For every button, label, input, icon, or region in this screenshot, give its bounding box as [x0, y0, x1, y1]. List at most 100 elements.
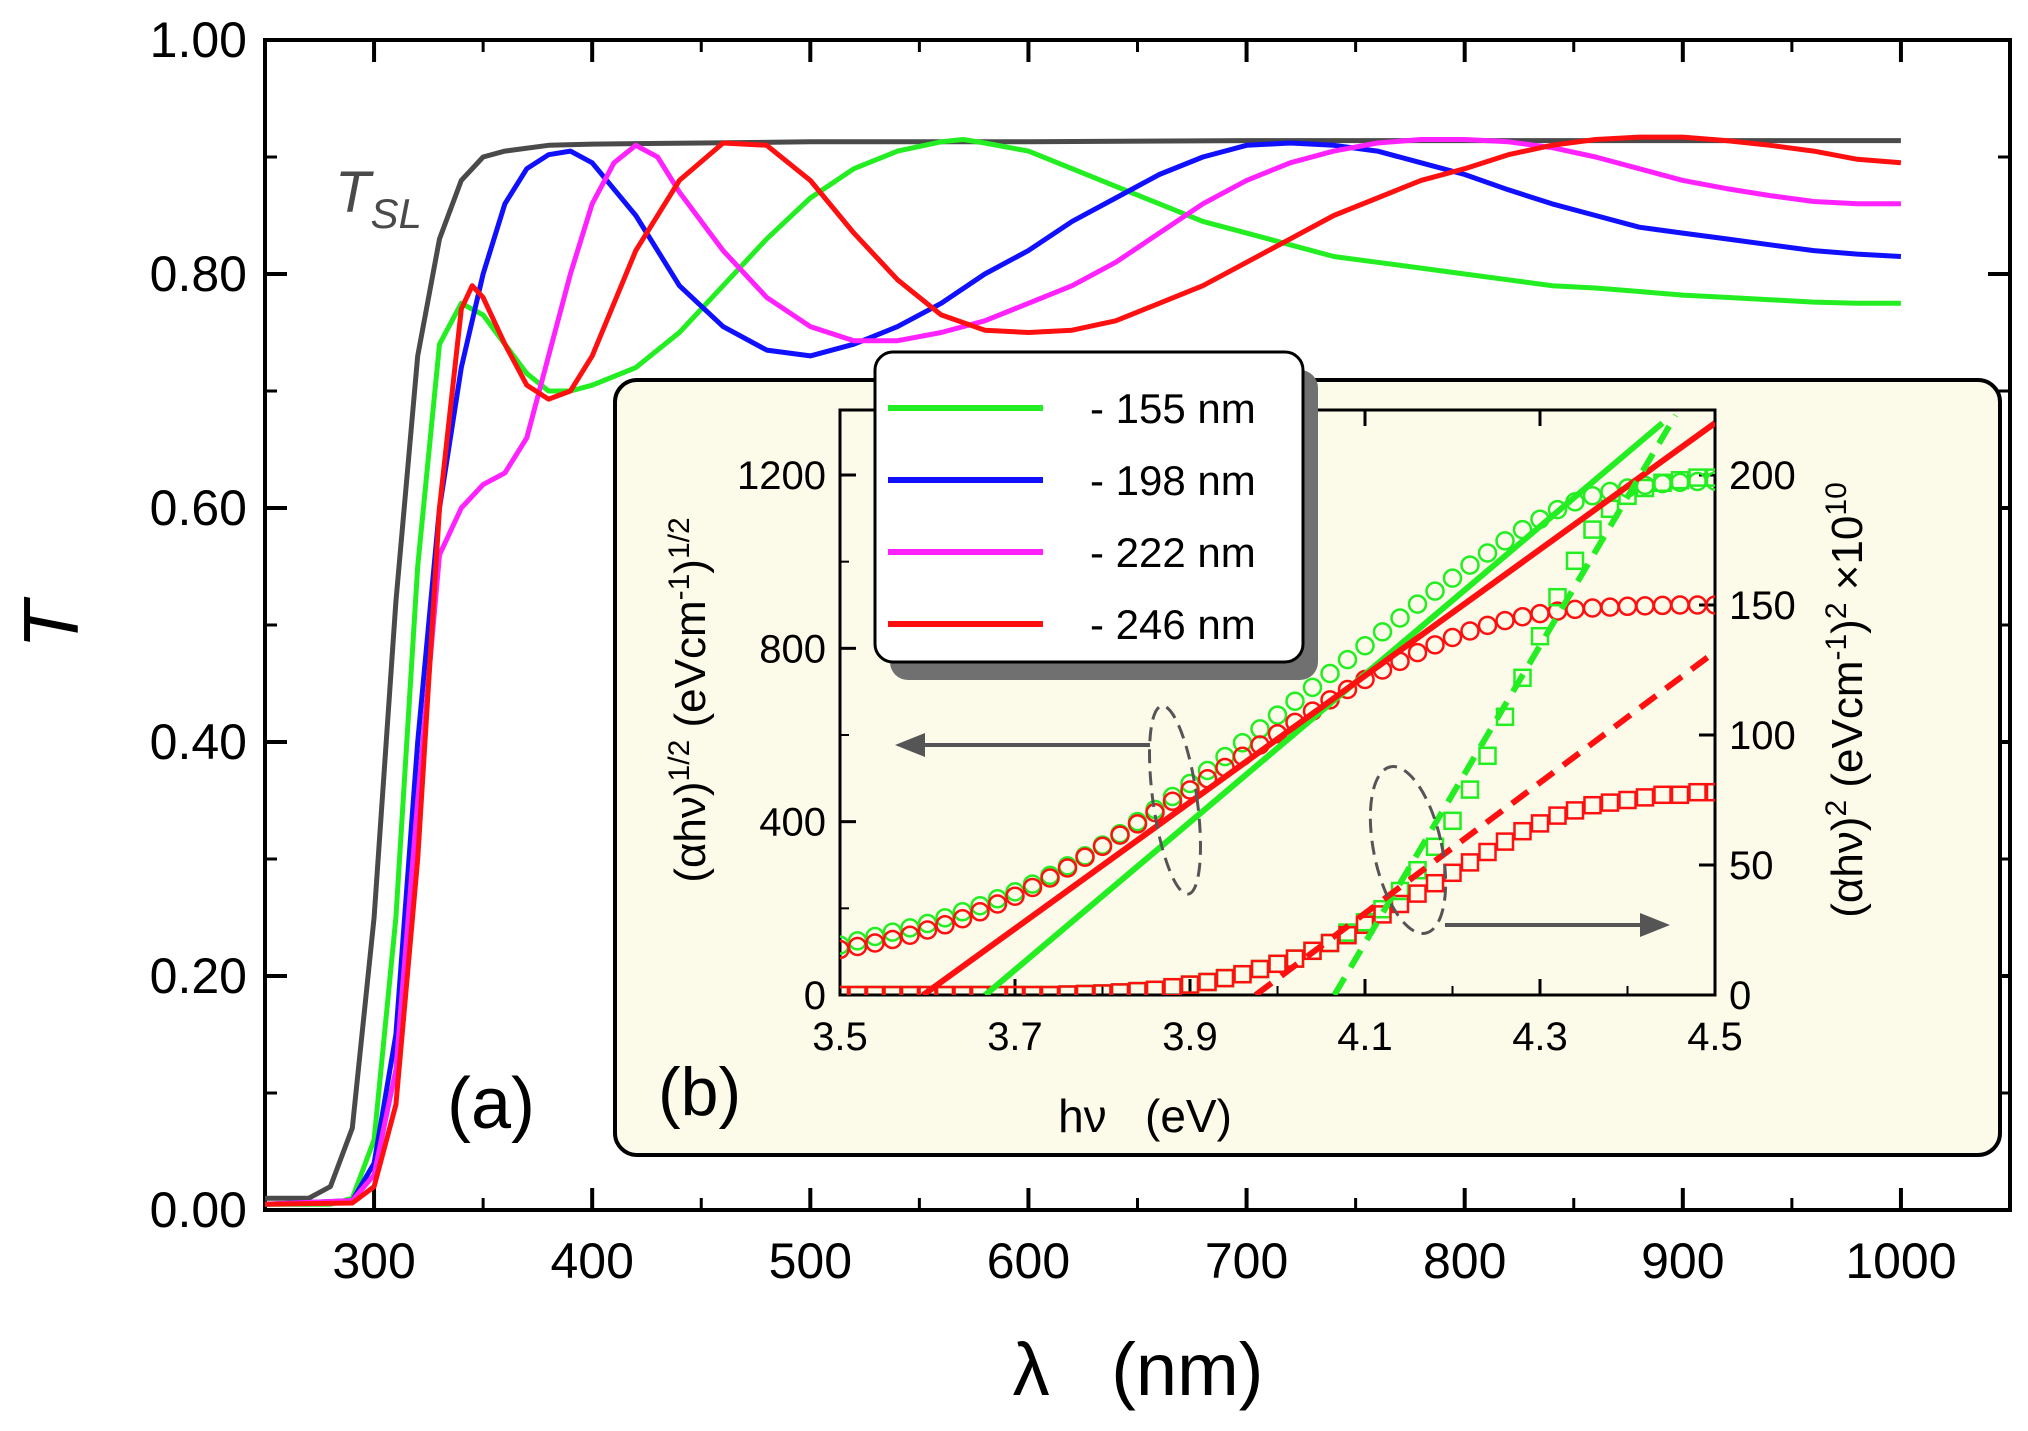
point-246-nm-square [1023, 985, 1042, 995]
inset-left-tick-label: 400 [759, 801, 826, 845]
point-246-nm-sqrt [1127, 814, 1148, 834]
curve-246-nm [265, 134, 1902, 1207]
main-y-ticks: 0.00 0.20 0.40 0.60 0.80 1.00 [150, 12, 2010, 1238]
point-155-nm-square [1583, 520, 1602, 539]
point-155-nm-square [1565, 551, 1585, 571]
annotation-right-arrow [1368, 765, 1670, 937]
point-246-nm-sqrt [917, 920, 938, 940]
inset-data [840, 413, 1715, 995]
point-246-nm-sqrt [1495, 610, 1515, 631]
point-155-nm-sqrt [1337, 649, 1358, 670]
inset-right-tick-label: 200 [1729, 454, 1796, 498]
point-246-nm-square [865, 985, 885, 995]
legend-label: - 222 nm [1090, 529, 1256, 576]
arrow-head-left [895, 733, 925, 757]
point-246-nm-sqrt [952, 908, 973, 929]
point-246-nm-square [1320, 933, 1340, 953]
inset-right-tick-label: 0 [1729, 974, 1751, 1018]
main-y-tick-label: 0.80 [150, 246, 247, 302]
curve-155-nm [265, 137, 1901, 1207]
inset-x-tick-label: 4.3 [1512, 1015, 1568, 1059]
point-246-nm-square [1425, 873, 1445, 893]
point-155-nm-sqrt [1477, 543, 1498, 563]
point-246-nm-square [1688, 782, 1707, 802]
point-246-nm-square [900, 985, 920, 995]
curve-222-nm [265, 137, 1901, 1207]
legend-items: - 155 nm - 198 nm - 222 nm - 246 nm [888, 385, 1256, 648]
legend-label: - 155 nm [1090, 385, 1256, 432]
point-155-nm-square [1653, 473, 1672, 493]
main-y-tick-label: 0.20 [150, 948, 247, 1004]
point-246-nm-square [1530, 814, 1550, 833]
point-246-nm-square [1163, 977, 1182, 995]
point-155-nm-sqrt [1407, 594, 1428, 614]
point-246-nm-square [1180, 975, 1200, 994]
main-y-tick-label: 1.00 [150, 12, 247, 68]
inset-x-tick-label: 4.5 [1687, 1015, 1743, 1059]
main-x-ticks: 300 400 500 600 700 800 900 1000 [332, 40, 2012, 1289]
inset-left-tick-label: 0 [804, 974, 826, 1018]
point-155-nm-sqrt [1372, 622, 1393, 642]
point-246-nm-square [1005, 985, 1025, 995]
inset-right-tick-label: 100 [1729, 714, 1796, 758]
point-246-nm-sqrt [1162, 791, 1183, 812]
point-246-nm-square [1110, 983, 1130, 995]
point-246-nm-square [1600, 793, 1620, 812]
point-155-nm-square [1635, 478, 1655, 498]
point-246-nm-square [1268, 954, 1287, 974]
arrow-head-right [1640, 913, 1670, 937]
point-246-nm-square [1408, 884, 1427, 903]
point-246-nm-square [1653, 785, 1672, 805]
main-x-tick-label: 900 [1641, 1233, 1724, 1289]
point-246-nm-sqrt [1075, 847, 1095, 867]
point-155-nm-square [1688, 468, 1707, 487]
inset-x-tick-label: 3.9 [1162, 1015, 1218, 1059]
point-155-nm-sqrt [1547, 499, 1568, 520]
inset-x-tick-label: 4.1 [1337, 1015, 1393, 1059]
main-y-tick-label: 0.40 [150, 714, 247, 770]
fit-line-246-nm-sqrt-fit [921, 420, 1715, 995]
main-x-tick-label: 500 [769, 1233, 852, 1289]
fit-line-155-nm-square-fit [1331, 413, 1679, 995]
main-x-tick-label: 700 [1205, 1233, 1288, 1289]
point-246-nm-sqrt [1040, 868, 1060, 888]
point-155-nm-sqrt [1460, 555, 1480, 575]
point-246-nm-sqrt [1407, 642, 1428, 663]
svg-text:(αhν)1/2 (eVcm-1)1/2: (αhν)1/2 (eVcm-1)1/2 [663, 517, 715, 882]
point-246-nm-square [970, 985, 990, 995]
point-155-nm-sqrt [1390, 608, 1410, 628]
point-246-nm-sqrt [1705, 595, 1715, 615]
point-155-nm-sqrt [1320, 663, 1340, 684]
point-246-nm-square [883, 985, 902, 995]
point-155-nm-sqrt [1267, 705, 1288, 725]
point-246-nm-square [1635, 788, 1655, 807]
point-246-nm-square [1618, 790, 1637, 810]
legend-label: - 198 nm [1090, 457, 1256, 504]
inset-ticks: 3.5 3.7 3.9 4.1 4.3 4.50400800120005010015020… [737, 410, 1796, 1059]
main-curves [265, 134, 1902, 1207]
point-246-nm-square [935, 985, 955, 995]
substrate-label-main: T [335, 160, 374, 225]
inset-left-tick-label: 800 [759, 627, 826, 671]
point-246-nm-square [1198, 972, 1217, 992]
inset-left-tick-label: 1200 [737, 454, 826, 498]
inset-x-axis-title: hν (eV) [1058, 1090, 1232, 1142]
point-246-nm-sqrt [1022, 877, 1043, 898]
point-155-nm-square [1478, 746, 1497, 766]
main-x-tick-label: 800 [1423, 1233, 1506, 1289]
point-155-nm-square [1670, 470, 1690, 490]
substrate-curve-label: TSL [335, 160, 422, 237]
point-155-nm-sqrt [1425, 581, 1445, 601]
point-155-nm-sqrt [1355, 635, 1375, 656]
curve-t-sl [265, 138, 1901, 1201]
point-246-nm-square [953, 985, 972, 995]
point-246-nm-square [1495, 832, 1515, 851]
point-155-nm-square [1705, 468, 1715, 487]
point-246-nm-square [1583, 795, 1602, 815]
inset-right-tick-label: 150 [1729, 584, 1796, 628]
point-246-nm-square [1145, 980, 1165, 995]
point-246-nm-square [1058, 985, 1077, 995]
annotation-ellipse-left [1148, 704, 1202, 896]
main-x-tick-label: 300 [332, 1233, 415, 1289]
